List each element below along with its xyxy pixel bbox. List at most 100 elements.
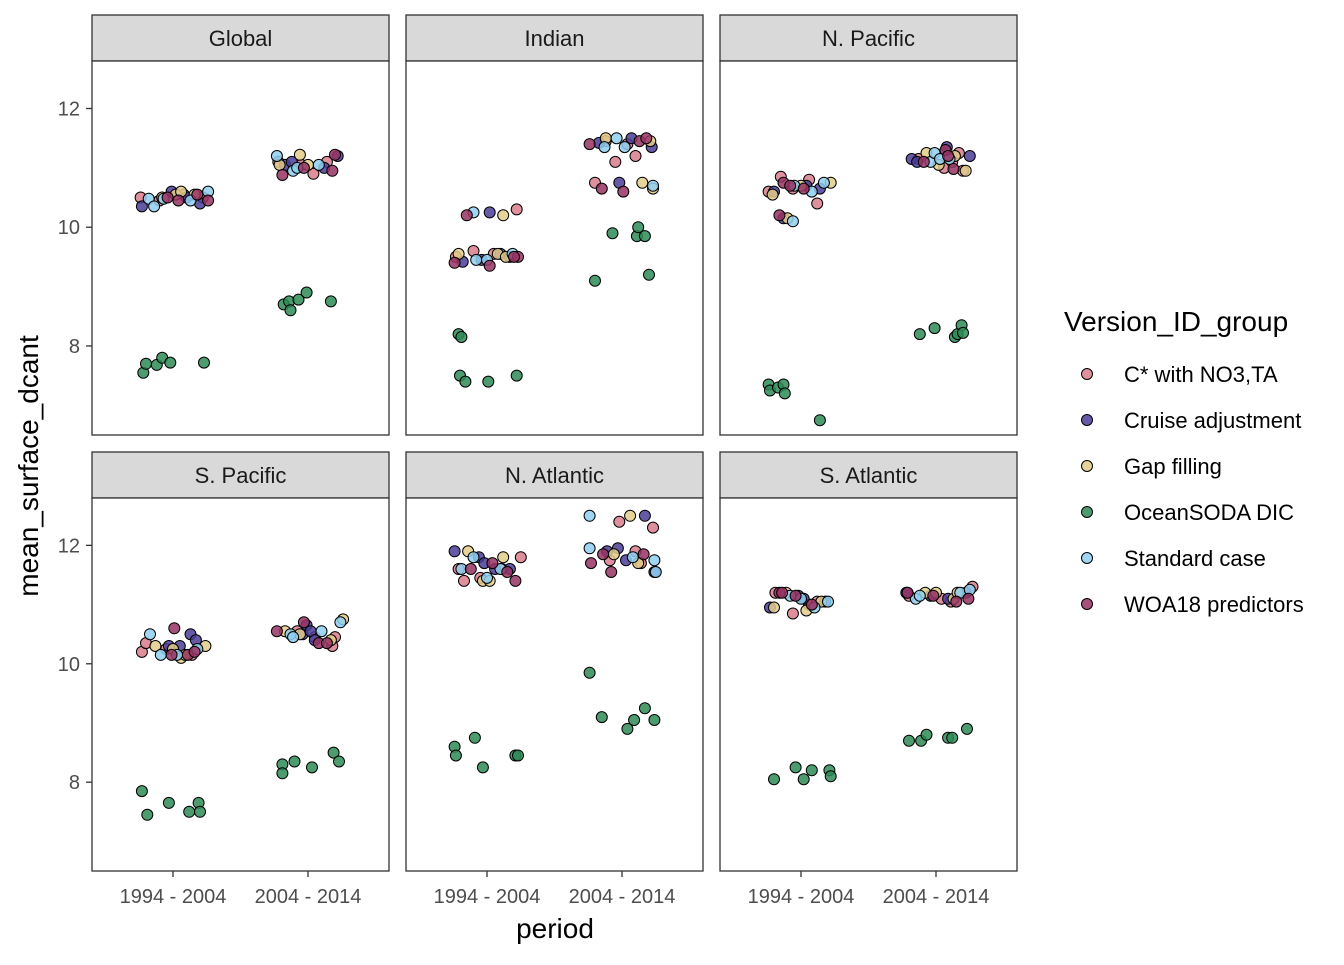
data-point (822, 595, 834, 608)
data-point (297, 161, 310, 174)
data-point (913, 328, 926, 341)
data-point (629, 150, 642, 162)
data-point (188, 645, 201, 658)
data-point (514, 551, 527, 564)
facet-strip (405, 451, 704, 499)
data-point (497, 551, 510, 564)
data-point (786, 607, 799, 620)
facet-strip (405, 14, 704, 62)
data-point (649, 566, 662, 578)
data-point (647, 521, 659, 534)
panel-n-atlantic: N. Atlantic 1994 - 2004 2004 - 2014 (405, 451, 704, 908)
data-point (797, 182, 810, 195)
data-point (597, 548, 610, 561)
panel-frame (91, 497, 390, 872)
data-point (470, 253, 483, 266)
data-point (647, 179, 659, 192)
data-point (202, 194, 215, 207)
data-point (460, 209, 473, 222)
data-point (589, 274, 601, 287)
data-point (164, 356, 177, 369)
data-point (628, 714, 641, 726)
data-point (154, 648, 167, 661)
data-point (448, 545, 461, 558)
data-point (270, 625, 283, 638)
data-point (927, 589, 940, 602)
data-point (637, 548, 650, 561)
data-point (329, 148, 341, 161)
data-point (595, 711, 608, 724)
facet-strip (719, 14, 1018, 62)
panel-frame (405, 60, 704, 436)
data-point (942, 150, 955, 162)
data-point (320, 637, 333, 650)
data-point (512, 749, 524, 762)
data-point (497, 209, 510, 222)
data-point (766, 188, 779, 201)
data-point (583, 542, 596, 555)
panel-global: Global 8 10 12 (58, 14, 390, 436)
data-point (607, 548, 620, 561)
data-point (901, 586, 914, 599)
data-point (789, 589, 802, 602)
data-point (773, 209, 786, 222)
data-point (632, 221, 645, 234)
data-point (618, 141, 631, 154)
data-point (626, 551, 639, 564)
data-point (172, 194, 185, 207)
panel-frame (91, 60, 390, 436)
data-point (613, 515, 626, 528)
x-tick-label: 1994 - 2004 (748, 886, 855, 908)
legend-key (1081, 414, 1093, 426)
data-point (483, 259, 496, 272)
legend-key (1081, 598, 1093, 610)
data-point (784, 179, 797, 192)
x-tick-label: 1994 - 2004 (434, 886, 541, 908)
legend-label: Standard case (1124, 546, 1266, 571)
legend-item: Gap filling (1081, 454, 1222, 479)
data-point (315, 625, 328, 638)
data-point (459, 375, 472, 388)
data-point (510, 369, 523, 382)
data-point (501, 566, 514, 578)
data-point (648, 554, 661, 567)
legend-item: C* with NO3,TA (1081, 362, 1278, 387)
data-point (913, 589, 926, 602)
data-point (624, 509, 637, 522)
data-point (276, 169, 289, 181)
legend-key (1081, 506, 1093, 518)
data-point (300, 286, 313, 299)
data-point (959, 164, 972, 177)
facet-strip-label: Indian (525, 26, 585, 51)
x-tick-label: 1994 - 2004 (120, 886, 227, 908)
x-tick-label: 2004 - 2014 (569, 886, 676, 908)
facet-strip-label: N. Pacific (822, 26, 915, 51)
data-point (292, 293, 305, 306)
data-point (805, 764, 818, 777)
facet-strip (719, 451, 1018, 499)
data-point (950, 595, 963, 608)
data-point (293, 148, 306, 161)
legend-key (1081, 460, 1093, 472)
data-point (917, 155, 930, 168)
data-point (183, 805, 196, 818)
data-point (458, 574, 470, 587)
data-point (962, 592, 975, 605)
data-point (776, 586, 789, 599)
data-point (482, 375, 495, 388)
data-point (813, 414, 826, 427)
data-point (903, 734, 915, 747)
data-point (140, 357, 152, 370)
facet-panels: Global 8 10 12 Indian N. Pacific S. Pacific 8 10… (58, 14, 1018, 908)
legend-label: Gap filling (1124, 454, 1222, 479)
data-point (811, 197, 824, 210)
data-point (606, 227, 619, 240)
facet-strip-label: Global (209, 26, 273, 51)
legend-label: WOA18 predictors (1124, 592, 1304, 617)
y-tick-label: 8 (69, 336, 80, 358)
data-point (789, 761, 802, 774)
data-point (467, 551, 480, 564)
data-point (449, 749, 462, 762)
y-axis-title: mean_surface_dcant (13, 335, 44, 597)
